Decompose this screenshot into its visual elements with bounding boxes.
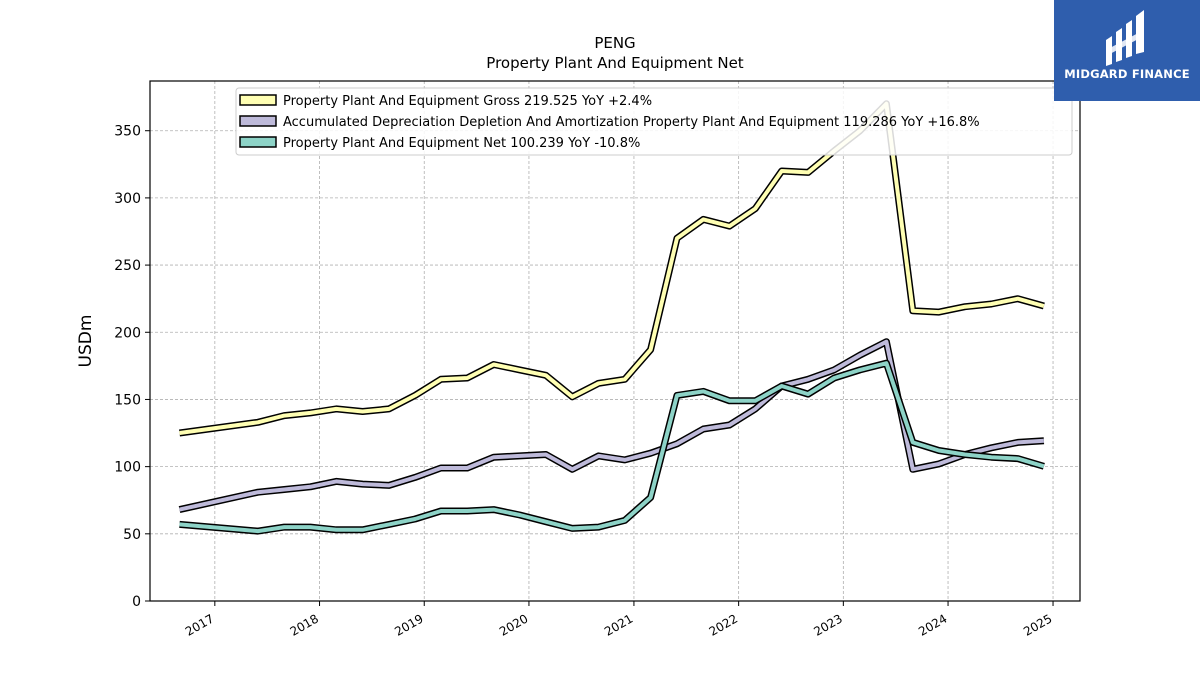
series-1 <box>178 338 1045 514</box>
brand-name: MIDGARD FINANCE <box>1064 67 1190 81</box>
series-line <box>179 101 1045 435</box>
series-line <box>179 361 1045 534</box>
y-tick-label: 300 <box>114 191 141 207</box>
series-0 <box>179 100 1045 437</box>
legend-box <box>235 87 1073 156</box>
x-tick-label: 2021 <box>602 611 635 638</box>
x-tick-label: 2024 <box>916 611 949 638</box>
x-tick-label: 2023 <box>811 611 844 638</box>
y-tick-label: 350 <box>114 124 141 140</box>
x-tick-label: 2018 <box>288 611 321 638</box>
y-tick-label: 150 <box>114 392 141 408</box>
y-axis-label: USDm <box>76 315 96 368</box>
legend: Property Plant And Equipment Gross 219.5… <box>235 87 1073 156</box>
midgard-logo-icon <box>1106 10 1144 66</box>
series-line-outline <box>179 359 1045 535</box>
x-tick-label: 2020 <box>497 611 530 638</box>
y-tick-label: 50 <box>123 527 141 543</box>
chart-title: PENG <box>594 34 635 52</box>
legend-swatch <box>239 136 277 148</box>
series-line-outline <box>178 338 1045 514</box>
x-tick-label: 2019 <box>392 611 425 638</box>
series-2 <box>179 359 1045 535</box>
x-tick-label: 2017 <box>183 611 216 638</box>
series-line <box>179 339 1045 512</box>
chart-subtitle: Property Plant And Equipment Net <box>486 54 743 72</box>
brand-logo: MIDGARD FINANCE <box>1054 0 1200 101</box>
y-tick-label: 100 <box>114 460 141 476</box>
x-tick-label: 2025 <box>1021 611 1054 638</box>
legend-label: Accumulated Depreciation Depletion And A… <box>283 115 980 130</box>
plot-frame <box>149 80 1081 602</box>
x-tick-label: 2022 <box>707 611 740 638</box>
legend-label: Property Plant And Equipment Gross 219.5… <box>283 94 652 109</box>
legend-swatch <box>239 115 277 127</box>
y-tick-label: 200 <box>114 325 141 341</box>
grid <box>150 81 1080 602</box>
legend-swatch <box>239 94 277 106</box>
y-tick-label: 250 <box>114 258 141 274</box>
axes: 0 50 100 150 200 250 300 350 2017 2018 2019 2020 202… <box>114 124 1054 639</box>
legend-label: Property Plant And Equipment Net 100.239… <box>283 136 640 151</box>
series-layer <box>178 100 1045 535</box>
y-tick-label: 0 <box>132 594 141 610</box>
